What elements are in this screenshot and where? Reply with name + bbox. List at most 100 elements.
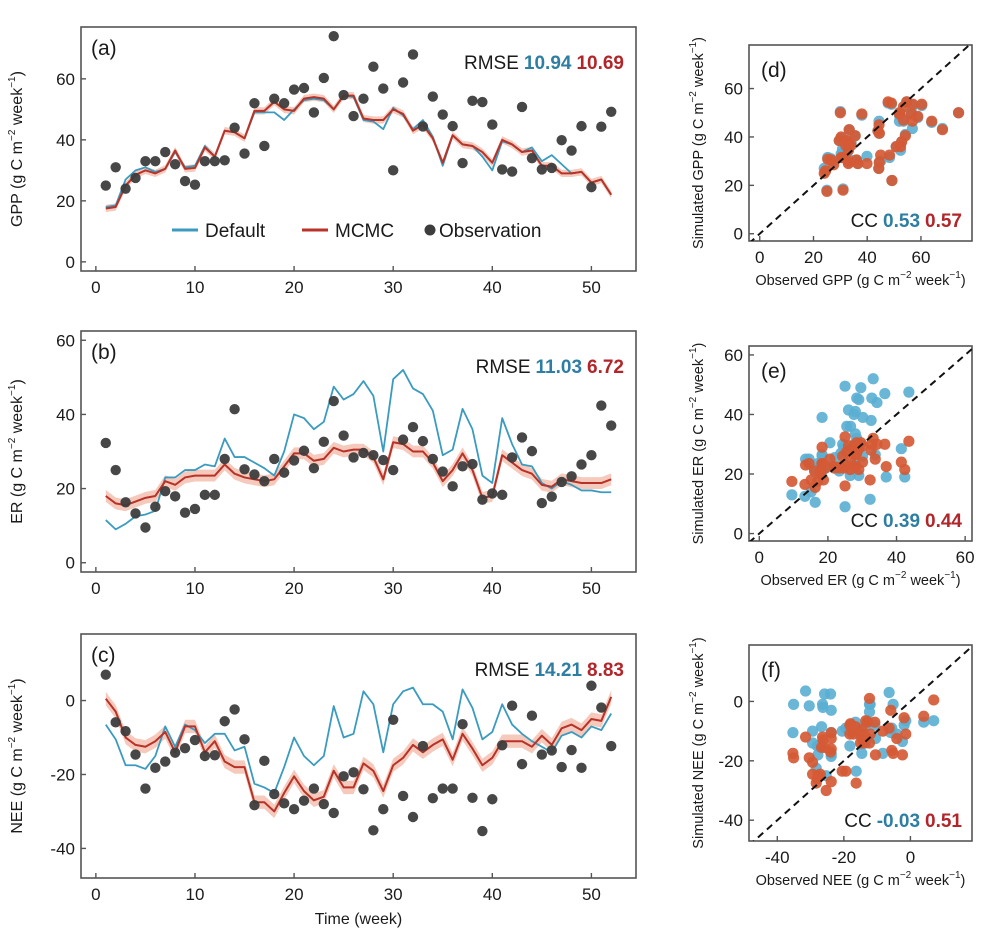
x-tick-label: -20 xyxy=(832,848,857,867)
scatter-point-mcmc xyxy=(806,768,819,780)
observation-point xyxy=(497,164,508,175)
observation-point xyxy=(169,747,181,758)
observation-point xyxy=(308,107,320,118)
label-part: −1 xyxy=(949,870,961,881)
observation-point xyxy=(259,755,270,767)
scatter-point-default xyxy=(866,392,878,404)
x-tick-label: 30 xyxy=(384,579,403,598)
observation-point xyxy=(269,93,280,104)
observation-point xyxy=(387,714,399,725)
observation-point xyxy=(100,180,111,191)
observation-point xyxy=(318,436,330,448)
one-to-one-line xyxy=(749,347,972,541)
observation-point xyxy=(606,420,617,431)
scatter-point-mcmc xyxy=(847,728,859,740)
observation-point xyxy=(467,95,478,107)
scatter-point-mcmc xyxy=(799,731,812,743)
label-part: −1 xyxy=(944,570,956,581)
y-tick-label: -20 xyxy=(718,752,743,771)
x-tick-label: 20 xyxy=(285,278,304,297)
stat-value-mcmc: 0.51 xyxy=(925,811,962,832)
observation-point xyxy=(229,122,240,133)
scatter-point-default xyxy=(855,382,867,394)
x-tick-label: 0 xyxy=(91,885,100,904)
observation-point xyxy=(160,146,171,158)
panel-a-timeseries: 0 10 20 30 40 50 0 20 40 60 (a) GPP (g C m−2 week−1… xyxy=(7,26,637,297)
observation-point xyxy=(219,155,230,166)
x-tick-label: 40 xyxy=(483,885,502,904)
y-tick-label: 20 xyxy=(56,480,75,499)
observation-point xyxy=(318,72,330,84)
scatter-point-mcmc xyxy=(869,749,882,761)
scatter-point-mcmc xyxy=(839,431,851,443)
y-tick-label: -20 xyxy=(50,765,75,784)
label-part: −1 xyxy=(688,642,699,654)
scatter-point-default xyxy=(815,721,828,733)
x-tick-label: 40 xyxy=(887,548,906,567)
label-part: Simulated GPP (g C m xyxy=(691,103,707,249)
stat-label: RMSE xyxy=(464,53,519,74)
observation-point xyxy=(407,49,419,60)
scatter-point-mcmc xyxy=(886,174,898,187)
y-tick-label: 40 xyxy=(56,131,75,150)
observation-point xyxy=(169,491,181,502)
stat-value-default: 14.21 xyxy=(534,660,582,681)
observation-point xyxy=(477,494,488,505)
one-to-one-line xyxy=(752,645,972,841)
y-tick-label: 60 xyxy=(724,80,743,99)
observation-point xyxy=(110,464,121,476)
panel-label: (d) xyxy=(761,59,787,82)
legend: Default MCMC Observation xyxy=(172,221,541,242)
observation-point xyxy=(487,119,498,130)
observation-point xyxy=(249,98,260,109)
observation-point xyxy=(348,110,359,122)
observation-point xyxy=(506,700,518,711)
x-tick-label: 60 xyxy=(956,548,975,567)
label-part: week xyxy=(911,873,950,889)
default-series-line xyxy=(105,369,612,531)
y-axis-label: Simulated ER (g C m−2 week−1) xyxy=(688,343,707,545)
x-axis-label: Observed ER (g C m−2 week−1) xyxy=(760,570,960,589)
observation-point xyxy=(140,156,151,167)
observation-point xyxy=(526,152,538,164)
observation-point xyxy=(288,455,300,466)
scatter-point-default xyxy=(816,411,828,424)
label-part: −2 xyxy=(900,270,912,281)
observation-point xyxy=(110,717,121,728)
scatter-point-mcmc xyxy=(844,719,856,731)
scatter-points xyxy=(752,645,972,841)
observation-point xyxy=(397,790,409,802)
observation-point xyxy=(516,101,528,113)
observation-point xyxy=(189,503,201,515)
observation-point xyxy=(358,784,369,795)
observation-point xyxy=(298,445,310,456)
scatter-point-mcmc xyxy=(833,134,845,147)
y-tick-label: 0 xyxy=(66,554,75,573)
observation-point xyxy=(526,445,538,457)
scatter-point-mcmc xyxy=(834,107,846,119)
y-tick-label: 60 xyxy=(56,70,75,89)
observation-point xyxy=(298,795,310,806)
observation-point xyxy=(140,522,151,533)
observation-point xyxy=(150,156,161,167)
observation-point xyxy=(199,489,211,501)
scatter-point-mcmc xyxy=(912,110,924,122)
observation-point xyxy=(407,421,419,433)
label-part: Observed GPP (g C m xyxy=(755,273,900,289)
label-part: ) xyxy=(691,343,707,348)
scatter-point-mcmc xyxy=(896,749,909,761)
observation-point xyxy=(249,799,260,811)
stat-value-mcmc: 8.83 xyxy=(587,660,624,681)
label-part: ) xyxy=(9,678,26,683)
observation-point xyxy=(497,740,508,751)
label-part: −2 xyxy=(688,691,699,703)
observation-point xyxy=(209,156,220,167)
x-tick-label: -40 xyxy=(765,848,790,867)
default-series-line xyxy=(105,94,612,208)
observation-point xyxy=(596,702,607,713)
observation-point xyxy=(576,120,587,132)
label-part: −2 xyxy=(895,570,907,581)
scatter-point-mcmc xyxy=(803,752,815,764)
observation-point xyxy=(189,734,201,746)
